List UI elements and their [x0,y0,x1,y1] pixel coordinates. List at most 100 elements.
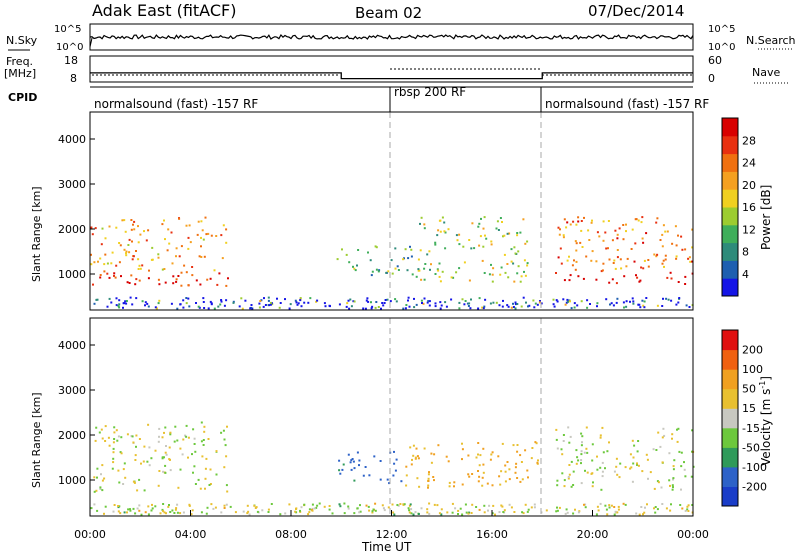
ground-scatter-cell [259,300,262,302]
ground-scatter-cell [313,507,316,510]
ground-scatter-cell [410,512,413,515]
colorbar-swatch [722,447,738,468]
ground-scatter-cell [540,302,543,305]
ground-scatter-cell [512,306,515,308]
ground-scatter-cell [303,503,306,506]
ground-scatter-cell [434,305,437,308]
data-cell [601,269,604,272]
data-cell [350,468,353,471]
colorbar-swatch [722,388,738,409]
data-cell [200,421,203,424]
data-cell [387,270,390,273]
data-cell [100,428,103,431]
ground-scatter-cell [656,304,659,307]
ground-scatter-cell [251,307,254,310]
data-cell [92,283,94,286]
data-cell [664,258,667,261]
velocity-panel-bg [90,318,693,516]
ground-scatter-cell [670,299,673,302]
data-cell [591,443,594,446]
data-cell [447,228,450,231]
data-cell [113,431,116,434]
ground-scatter-cell [643,511,646,514]
data-cell [514,466,517,469]
ground-scatter-cell [423,297,426,300]
data-cell [392,474,395,477]
data-cell [570,485,573,488]
data-cell [227,277,229,280]
data-cell [515,462,518,465]
data-cell [417,269,420,272]
ground-scatter-cell [407,296,410,299]
data-cell [209,483,212,485]
data-cell [375,268,378,271]
ground-scatter-cell [276,297,278,300]
ground-scatter-cell [404,307,407,310]
data-cell [199,283,202,286]
data-cell [524,242,527,245]
data-cell [203,430,206,433]
data-cell [101,227,104,230]
data-cell [224,444,227,447]
data-cell [555,438,558,441]
data-cell [677,281,680,283]
ground-scatter-cell [451,502,454,505]
data-cell [662,259,665,262]
data-cell [586,471,589,474]
ground-scatter-cell [371,511,374,514]
ground-scatter-cell [532,299,535,302]
ground-scatter-cell [129,296,132,299]
ground-scatter-cell [383,302,386,304]
data-cell [405,474,408,477]
data-cell [203,255,206,258]
data-cell [677,427,680,430]
data-cell [127,244,130,246]
noise-trace [89,33,694,48]
data-cell [103,477,106,480]
data-cell [378,269,381,272]
data-cell [512,262,515,265]
ground-scatter-cell [610,504,613,507]
ground-scatter-cell [616,297,619,300]
data-cell [657,431,660,434]
ground-scatter-cell [450,298,453,301]
data-cell [90,253,92,256]
data-cell [633,444,636,447]
colorbar-swatch [722,242,738,261]
data-cell [631,480,634,483]
ground-scatter-cell [295,301,298,304]
data-cell [580,459,583,462]
data-cell [641,216,644,219]
data-cell [559,247,562,250]
data-cell [535,442,538,445]
data-cell [187,236,190,239]
data-cell [562,434,565,436]
ground-scatter-cell [294,510,297,513]
data-cell [182,438,185,441]
ground-scatter-cell [612,304,615,307]
data-cell [556,479,559,482]
data-cell [584,469,586,472]
data-cell [680,235,683,238]
colorbar-swatch [722,260,738,279]
ground-scatter-cell [115,304,118,307]
data-cell [349,461,352,464]
data-cell [157,278,160,281]
data-cell [461,458,463,461]
colorbar-swatch [722,189,738,208]
data-cell [500,470,503,473]
data-cell [526,469,529,472]
data-cell [601,426,604,429]
data-cell [560,448,563,451]
data-cell [205,457,208,460]
data-cell [448,481,451,484]
data-cell [531,447,534,449]
ground-scatter-cell [154,505,157,508]
data-cell [568,255,570,258]
data-cell [99,257,102,260]
data-cell [602,451,605,454]
data-cell [351,458,354,460]
ground-scatter-cell [198,306,201,309]
ground-scatter-cell [368,509,371,512]
data-cell [497,229,500,231]
